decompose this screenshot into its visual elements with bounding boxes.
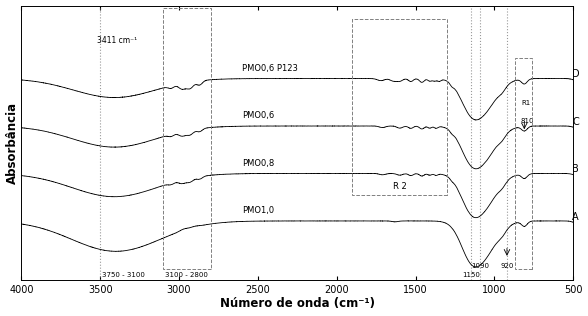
- Text: B: B: [572, 164, 579, 174]
- Text: PMO1,0: PMO1,0: [242, 206, 274, 215]
- Text: 3750 - 3100: 3750 - 3100: [102, 272, 145, 278]
- Text: 1090: 1090: [471, 263, 489, 269]
- Text: 1150: 1150: [462, 272, 480, 278]
- Text: 810: 810: [520, 118, 534, 124]
- Bar: [515, 58, 532, 269]
- Text: R1: R1: [521, 100, 530, 106]
- Text: 3411 cm⁻¹: 3411 cm⁻¹: [98, 36, 138, 45]
- Bar: [352, 19, 447, 195]
- Text: D: D: [572, 69, 580, 79]
- Text: 920: 920: [500, 263, 514, 269]
- Bar: [163, 8, 211, 269]
- Text: A: A: [572, 211, 579, 222]
- Text: PMO0,6: PMO0,6: [242, 111, 275, 120]
- Text: PMO0,6 P123: PMO0,6 P123: [242, 64, 298, 73]
- Y-axis label: Absorbância: Absorbância: [5, 102, 19, 184]
- X-axis label: Número de onda (cm⁻¹): Número de onda (cm⁻¹): [220, 297, 375, 310]
- Text: R 2: R 2: [393, 182, 407, 191]
- Text: C: C: [572, 117, 579, 127]
- Text: PMO0,8: PMO0,8: [242, 159, 275, 168]
- Text: 3100 - 2800: 3100 - 2800: [165, 272, 208, 278]
